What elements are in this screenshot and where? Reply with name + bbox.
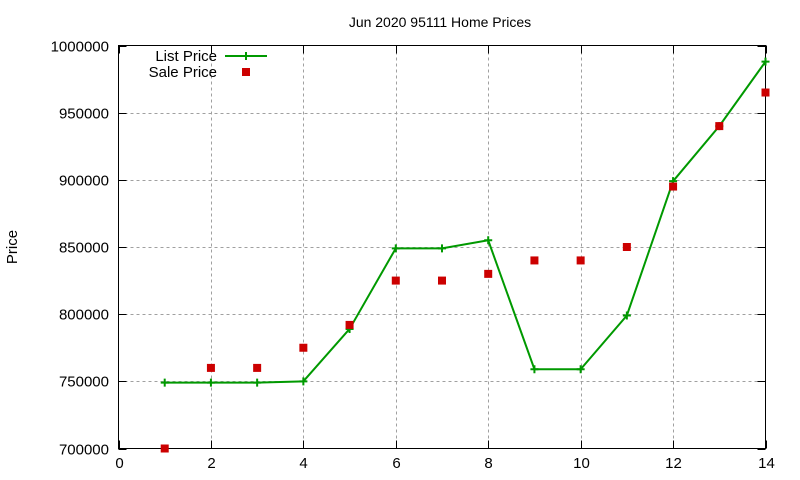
square-marker (391, 276, 400, 285)
x-tick-label: 14 (758, 455, 775, 472)
y-axis-label: Price (4, 230, 21, 264)
legend-square-marker (242, 68, 250, 76)
y-tick-label: 850000 (59, 240, 109, 257)
plot-frame (118, 45, 766, 449)
x-tick-label: 8 (484, 455, 492, 472)
square-marker (576, 256, 585, 265)
square-marker (484, 269, 493, 278)
legend-label: List Price (155, 48, 217, 65)
x-tick-label: 12 (665, 455, 682, 472)
plus-marker (206, 378, 215, 387)
plus-marker (299, 377, 308, 386)
x-tick-label: 10 (573, 455, 590, 472)
y-tick-label: 700000 (59, 442, 109, 459)
square-marker (206, 363, 215, 372)
plus-marker (622, 311, 631, 320)
chart-title: Jun 2020 95111 Home Prices (349, 14, 531, 30)
square-marker (299, 343, 308, 352)
square-marker (530, 256, 539, 265)
square-marker (761, 88, 770, 97)
plus-marker (576, 365, 585, 374)
plus-marker (253, 378, 262, 387)
plus-marker (761, 57, 770, 66)
series-list-price (160, 57, 770, 387)
square-marker (715, 122, 724, 131)
square-marker (669, 182, 678, 191)
x-tick-label: 2 (207, 455, 215, 472)
x-tick-label: 0 (115, 455, 123, 472)
square-marker (160, 444, 169, 453)
plus-marker (484, 236, 493, 245)
plus-marker (391, 244, 400, 253)
series-sale-price (160, 88, 770, 453)
legend-plus-marker (242, 52, 250, 60)
plus-marker (530, 365, 539, 374)
legend-label: Sale Price (149, 64, 217, 81)
y-tick-label: 900000 (59, 173, 109, 190)
square-marker (438, 276, 446, 285)
data-series (160, 57, 770, 453)
grid-lines (118, 45, 766, 449)
square-marker (622, 243, 631, 251)
square-marker (345, 320, 354, 329)
x-axis-ticks: 0 2 4 6 8 10 12 14 (115, 45, 775, 472)
x-tick-label: 6 (392, 455, 400, 472)
x-tick-label: 4 (299, 455, 307, 472)
y-tick-label: 800000 (59, 307, 109, 324)
y-tick-label: 950000 (59, 106, 109, 123)
y-tick-label: 750000 (59, 374, 109, 391)
series-line (164, 61, 767, 384)
y-axis-ticks: 700000 750000 800000 850000 900000 950000 1000… (51, 39, 766, 459)
y-tick-label: 1000000 (51, 39, 109, 56)
plus-marker (438, 244, 446, 253)
plus-marker (160, 378, 169, 387)
square-marker (253, 363, 262, 372)
